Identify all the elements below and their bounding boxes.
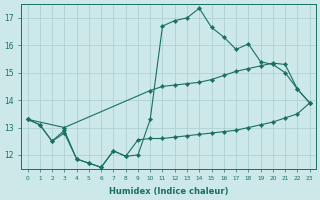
X-axis label: Humidex (Indice chaleur): Humidex (Indice chaleur) — [109, 187, 228, 196]
